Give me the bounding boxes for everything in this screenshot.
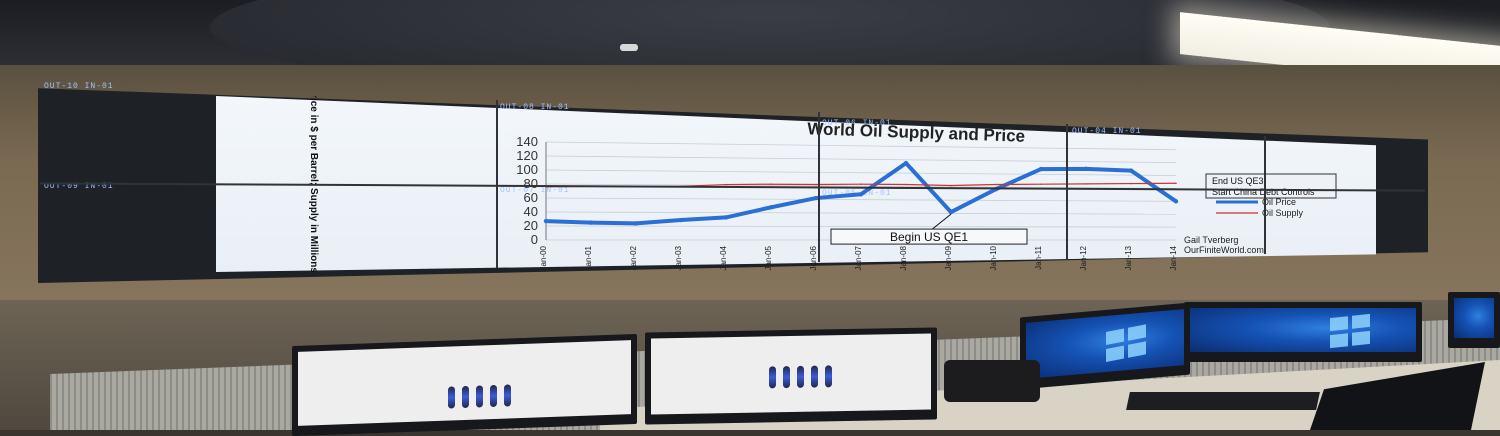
desk-phone	[944, 360, 1040, 402]
data-point	[543, 218, 549, 224]
y-tick-label: 40	[524, 204, 538, 219]
monitor-win-3	[1448, 292, 1500, 348]
data-point	[905, 183, 907, 186]
annotation-label: End US QE3;	[1212, 176, 1266, 186]
data-point	[1038, 166, 1044, 172]
gridline	[545, 169, 1177, 176]
data-point	[770, 183, 772, 186]
monitor-screen	[651, 333, 931, 415]
gridline	[545, 141, 1177, 151]
loading-icon	[448, 384, 511, 409]
data-point	[1040, 183, 1042, 185]
y-tick-label: 60	[524, 190, 538, 205]
data-point	[723, 215, 729, 220]
data-point	[1083, 166, 1089, 172]
monitor-win-1	[1020, 302, 1190, 390]
y-tick-label: 140	[516, 134, 538, 149]
data-point	[1085, 183, 1087, 185]
chart-credit: Gail Tverberg	[1184, 235, 1238, 245]
data-point	[813, 195, 819, 201]
legend-label: Oil Price	[1262, 197, 1296, 207]
data-point	[678, 217, 684, 223]
loading-icon	[769, 365, 832, 389]
legend-label: Oil Supply	[1262, 208, 1304, 218]
gridline	[545, 211, 1177, 215]
y-tick-label: 0	[531, 232, 538, 247]
ceiling-sensor	[620, 44, 638, 51]
tile-label: OUT-06 IN-01	[822, 119, 892, 128]
annotation-label: Start China Debt Controls	[1212, 187, 1315, 197]
videowall-seam	[1264, 136, 1266, 254]
x-tick-label: Jan-11	[1034, 245, 1043, 269]
chart-title: World Oil Supply and Price	[807, 119, 1025, 146]
data-point	[995, 183, 997, 186]
gridline	[545, 155, 1177, 164]
gridline	[545, 225, 1177, 228]
x-tick-label: Jan-05	[764, 245, 773, 270]
data-point	[1175, 182, 1177, 185]
x-tick-label: Jan-13	[1124, 245, 1133, 270]
monitor-screen	[1190, 308, 1416, 352]
windows-logo-icon	[1106, 324, 1146, 363]
monitor-center	[645, 327, 937, 425]
tile-label: OUT-08 IN-01	[500, 103, 570, 112]
x-tick-label: Jan-12	[1079, 245, 1088, 270]
data-point	[1128, 168, 1134, 173]
x-tick-label: Jan-14	[1169, 245, 1178, 270]
videowall-seam	[1066, 124, 1068, 260]
y-tick-label: 80	[524, 176, 538, 191]
x-tick-label: Jan-07	[854, 245, 863, 270]
tile-label: OUT-04 IN-01	[1072, 127, 1142, 136]
monitor-left	[292, 333, 637, 436]
data-point	[633, 221, 639, 226]
data-point	[1130, 182, 1132, 185]
monitor-screen	[1454, 298, 1494, 338]
windows-logo-icon	[1330, 313, 1370, 349]
x-tick-label: Jan-03	[674, 245, 683, 270]
data-point	[860, 183, 862, 185]
data-point	[1173, 199, 1179, 204]
annotation-box	[1205, 173, 1337, 199]
monitor-screen	[298, 340, 631, 426]
data-point	[815, 183, 817, 186]
data-point	[588, 220, 594, 225]
x-tick-label: Jan-04	[719, 245, 728, 270]
annotation-box	[830, 228, 1028, 245]
annotation-label: Begin US QE1	[890, 230, 968, 244]
x-tick-label: Jan-00	[539, 245, 548, 270]
annotation-arrow	[930, 213, 952, 231]
data-point	[858, 192, 864, 197]
tile-label: OUT-10 IN-01	[44, 82, 114, 91]
y-tick-label: 20	[524, 218, 538, 233]
x-tick-label: Jan-10	[989, 245, 998, 270]
y-tick-label: 120	[516, 148, 538, 163]
x-tick-label: Jan-01	[584, 245, 593, 270]
x-tick-label: Jan-06	[809, 245, 818, 270]
data-point	[903, 160, 909, 166]
y-tick-label: 100	[516, 162, 538, 177]
x-tick-label: Jan-09	[944, 245, 953, 270]
chart-credit: OurFiniteWorld.com	[1184, 245, 1264, 255]
data-point	[948, 209, 954, 215]
gridline	[545, 197, 1177, 202]
data-point	[768, 205, 774, 210]
x-tick-label: Jan-02	[629, 245, 638, 270]
monitor-screen	[1026, 309, 1184, 379]
tile-label: OUT-09 IN-01	[44, 182, 114, 191]
data-point	[950, 184, 952, 187]
tile-label: OUT-07 IN-01	[500, 186, 570, 195]
x-tick-label: Jan-08	[899, 245, 908, 270]
monitor-win-2	[1184, 302, 1422, 362]
keyboard	[1126, 392, 1320, 410]
